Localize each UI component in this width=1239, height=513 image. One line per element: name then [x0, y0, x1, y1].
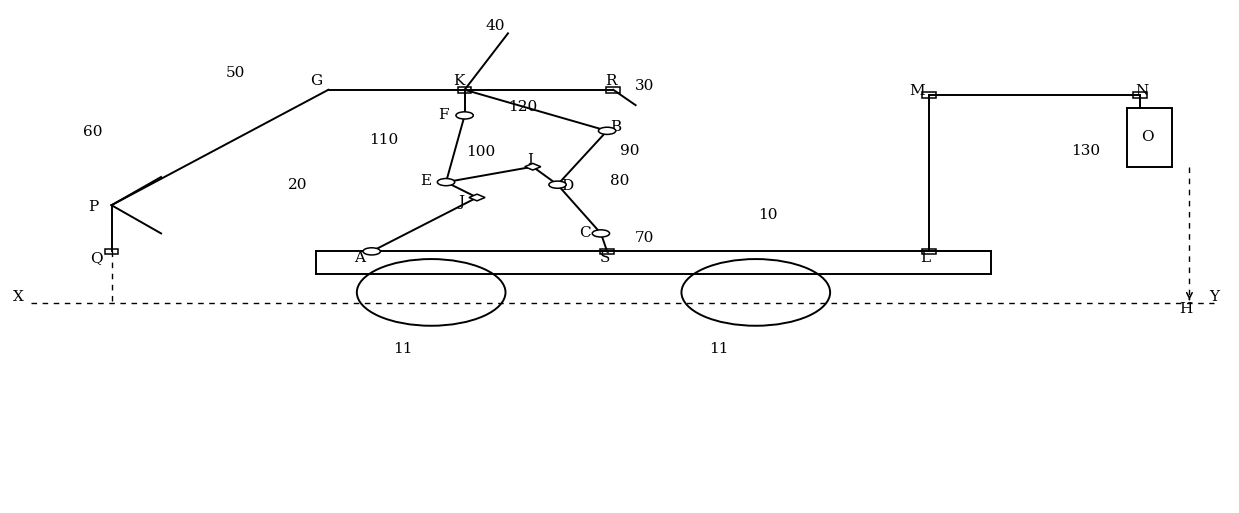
- Text: 60: 60: [83, 125, 103, 140]
- Bar: [104, 249, 118, 254]
- Text: B: B: [611, 120, 621, 134]
- Text: Q: Q: [90, 251, 103, 265]
- Text: H: H: [1180, 302, 1192, 317]
- Text: Y: Y: [1209, 289, 1219, 304]
- Text: 110: 110: [369, 132, 399, 147]
- Text: 11: 11: [393, 342, 413, 356]
- Text: O: O: [1141, 130, 1154, 145]
- Text: L: L: [921, 251, 930, 265]
- Text: 50: 50: [225, 66, 245, 81]
- Text: 40: 40: [486, 18, 506, 33]
- Text: F: F: [439, 108, 449, 123]
- Circle shape: [363, 248, 380, 255]
- Text: 30: 30: [634, 79, 654, 93]
- Text: 11: 11: [709, 342, 729, 356]
- Text: M: M: [909, 84, 924, 98]
- Text: 10: 10: [758, 208, 778, 223]
- Bar: [1134, 92, 1147, 98]
- Text: N: N: [1136, 84, 1149, 98]
- Bar: [458, 87, 471, 92]
- Text: G: G: [310, 74, 322, 88]
- Text: 20: 20: [287, 177, 307, 192]
- Bar: [922, 249, 937, 254]
- Text: A: A: [354, 251, 364, 265]
- Text: D: D: [561, 179, 574, 193]
- Text: E: E: [421, 173, 431, 188]
- Text: 130: 130: [1070, 144, 1100, 159]
- Circle shape: [437, 179, 455, 186]
- Circle shape: [592, 230, 610, 237]
- Text: R: R: [605, 74, 617, 88]
- Text: 120: 120: [508, 100, 538, 114]
- Circle shape: [598, 127, 616, 134]
- Text: X: X: [14, 289, 24, 304]
- Circle shape: [549, 181, 566, 188]
- Text: I: I: [528, 153, 533, 167]
- Bar: [922, 92, 937, 98]
- Text: P: P: [88, 200, 98, 214]
- Text: S: S: [600, 251, 610, 265]
- Text: 80: 80: [610, 173, 629, 188]
- Text: K: K: [452, 74, 465, 88]
- Polygon shape: [525, 163, 540, 170]
- Circle shape: [456, 112, 473, 119]
- Bar: [1127, 108, 1172, 167]
- Bar: [600, 249, 613, 254]
- Text: 100: 100: [466, 145, 496, 159]
- Bar: [607, 87, 620, 92]
- Text: C: C: [579, 226, 591, 241]
- Text: 70: 70: [634, 230, 654, 245]
- Polygon shape: [468, 194, 486, 201]
- Text: 90: 90: [620, 144, 639, 158]
- Text: J: J: [458, 194, 463, 209]
